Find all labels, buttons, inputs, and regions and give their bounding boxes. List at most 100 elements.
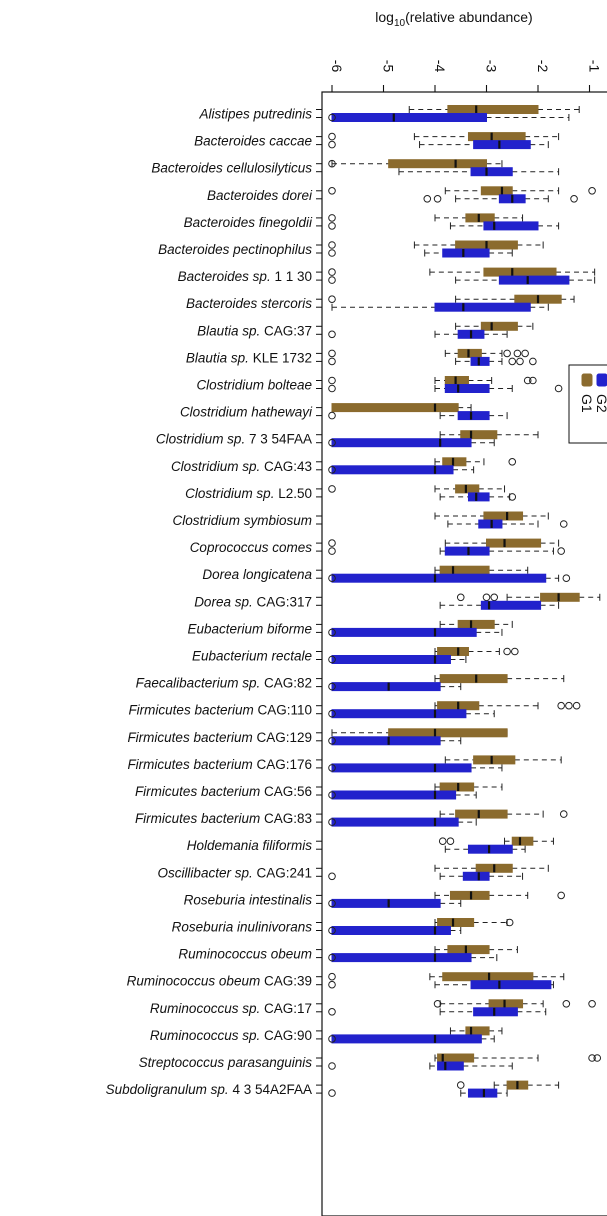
category-label-genus: Firmicutes bacterium [135,811,260,826]
box-g2-iqr [331,655,451,664]
box-g1 [328,213,524,223]
category-label-genus: Ruminococcus obeum [127,974,261,989]
outlier-point [328,330,336,339]
category-label-genus: Blautia sp. [186,350,249,365]
outlier-point [328,682,336,691]
outlier-point [508,493,517,501]
box-g2-iqr [467,1088,498,1098]
outlier-point [328,214,336,222]
category-label: Bacteroides cellulosilyticus [151,161,312,176]
outlier-point [521,349,529,358]
category-label: Eubacterium biforme [187,621,312,636]
box-g2 [328,817,477,827]
outlier-point [328,899,336,908]
outlier-point [328,268,336,276]
box-g1 [328,240,544,250]
outlier-point [328,384,336,393]
box-g2 [328,682,462,692]
box-g1-iqr [483,511,524,521]
box-g2-iqr [331,953,472,963]
box-g1 [328,132,560,142]
category-label-suffix: CAG:83 [260,811,312,826]
box-g1 [434,647,519,656]
category-label-suffix: CAG:37 [260,323,312,338]
box-g2-iqr [331,1034,482,1044]
outlier-point [523,376,532,385]
category-label-genus: Bacteroides sp. [178,269,271,284]
box-g1-iqr [449,890,490,900]
category-label-genus: Bacteroides cellulosilyticus [151,161,312,176]
box-g1 [328,294,575,304]
outlier-point [503,647,511,656]
box-g2-iqr [470,980,552,990]
box-g1 [439,809,568,819]
box-g1 [328,972,565,982]
category-label: Clostridium symbiosum [172,513,312,528]
category-label-genus: Oscillibacter sp. [157,865,252,880]
outlier-point [328,926,336,935]
box-g2 [328,113,570,122]
category-label: Ruminococcus obeum CAG:39 [127,974,312,989]
outlier-point [328,818,336,826]
box-g1-iqr [447,945,490,955]
box-g2-iqr [444,546,490,556]
category-label: Blautia sp. KLE 1732 [186,350,312,365]
box-g1 [331,728,508,738]
outlier-point [505,918,514,927]
category-label: Ruminococcus sp. CAG:90 [150,1028,312,1043]
box-g2 [328,790,477,800]
category-label: Eubacterium rectale [192,649,312,664]
category-label-suffix: 4 3 54A2FAA [229,1082,312,1097]
category-label-genus: Clostridium sp. [171,459,260,474]
box-g1 [439,619,513,629]
category-label-suffix: 1 1 30 [271,269,312,284]
box-g1 [328,376,537,385]
box-g2-iqr [467,492,490,502]
outlier-point [572,701,581,710]
box-g2 [398,167,560,177]
outlier-point [562,1000,571,1008]
category-label: Clostridium sp. L2.50 [185,486,312,501]
outlier-point [328,159,336,168]
outlier-point [328,574,336,583]
category-label-genus: Eubacterium biforme [187,621,312,636]
outlier-point [328,972,336,981]
category-label: Faecalibacterium sp. CAG:82 [136,676,312,691]
outlier-point [562,574,571,583]
outlier-point [433,1000,442,1008]
box-g1-iqr [439,674,508,684]
x-tick-label: -4 [432,60,448,73]
box-g2 [328,655,467,664]
outlier-point [570,195,578,203]
category-label-suffix: CAG:90 [260,1028,312,1043]
category-label: Clostridium sp. CAG:43 [171,459,312,474]
box-g2-iqr [457,411,490,421]
outlier-point [529,357,537,366]
legend-label-g2: G2 [594,394,607,413]
x-tick-label: -1 [587,60,603,73]
outlier-point [328,1035,336,1043]
box-g2-iqr [470,356,490,366]
box-g1-iqr [439,565,490,575]
box-g1 [328,267,596,277]
box-g2-iqr [331,113,487,122]
category-label-genus: Ruminococcus obeum [178,947,312,962]
box-g1-iqr [437,647,469,656]
outlier-point [328,295,336,304]
category-label-suffix: L2.50 [274,486,312,501]
box-g2-iqr [498,275,570,285]
outlier-point [557,547,565,555]
box-g2-iqr [462,871,490,881]
box-g1-iqr [511,836,534,846]
category-label-suffix: CAG:317 [253,594,312,609]
outlier-point [588,1000,596,1008]
category-label: Roseburia inulinivorans [172,920,313,935]
box-g1-iqr [460,430,498,440]
box-g2 [328,898,462,908]
box-g2 [328,356,537,366]
category-label-genus: Firmicutes bacterium [127,757,252,772]
box-g2 [331,302,549,312]
outlier-point [328,411,336,420]
box-g2-iqr [478,519,503,529]
outlier-point [490,593,499,602]
